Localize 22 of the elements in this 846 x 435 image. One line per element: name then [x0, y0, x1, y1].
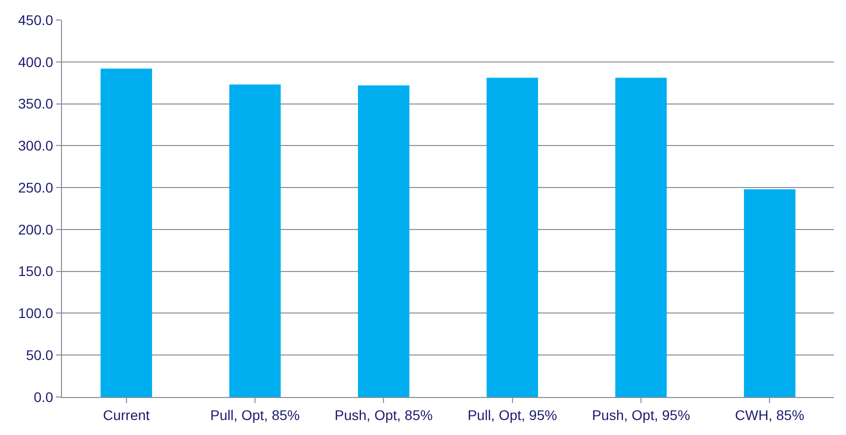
y-tick-label: 200.0 [18, 221, 54, 238]
y-tick-label: 450.0 [18, 12, 54, 28]
x-tick-label: Push, Opt, 85% [334, 406, 433, 423]
bar [615, 78, 667, 397]
y-tick-label: 300.0 [18, 138, 54, 154]
y-tick-label: 350.0 [18, 96, 54, 112]
x-tick-label: Current [102, 406, 150, 423]
bar [486, 78, 538, 397]
y-tick-label: 250.0 [18, 179, 54, 196]
y-tick-label: 400.0 [18, 54, 54, 70]
bar [358, 85, 410, 397]
bar [100, 68, 152, 397]
y-tick-label: 0.0 [34, 388, 54, 405]
bar [744, 189, 796, 397]
y-tick-label: 150.0 [18, 263, 54, 280]
x-tick-label: CWH, 85% [735, 406, 804, 423]
y-tick-label: 50.0 [26, 347, 54, 364]
y-tick-label: 100.0 [18, 305, 54, 322]
x-tick-label: Pull, Opt, 85% [210, 406, 300, 423]
bar [229, 84, 281, 397]
x-tick-label: Push, Opt, 95% [592, 406, 690, 423]
x-tick-label: Pull, Opt, 95% [468, 406, 558, 423]
